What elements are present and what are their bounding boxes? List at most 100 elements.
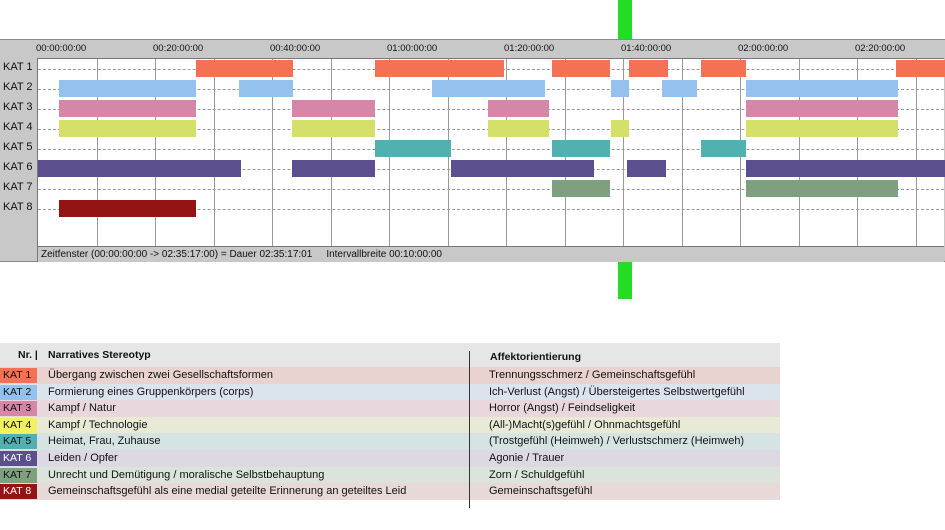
timeline-segment[interactable] — [38, 160, 241, 177]
ruler-tick-label: 00:00:00:00 — [36, 43, 87, 54]
time-gridline — [623, 59, 624, 246]
category-badge: KAT 6 — [0, 451, 37, 466]
row-separator — [38, 149, 944, 150]
time-gridline — [916, 59, 917, 246]
timeline-segment[interactable] — [432, 80, 545, 97]
affect-text: Agonie / Trauer — [489, 452, 565, 464]
playhead-marker-top[interactable] — [618, 0, 632, 39]
timeline-segment[interactable] — [375, 140, 451, 157]
timeline-segment[interactable] — [59, 80, 196, 97]
timeline-segment[interactable] — [662, 80, 697, 97]
stereotype-text: Formierung eines Gruppenkörpers (corps) — [48, 385, 254, 398]
timeline-segment[interactable] — [59, 120, 196, 137]
track-label: KAT 2 — [3, 81, 33, 93]
time-gridline — [155, 59, 156, 246]
legend-row: KAT 1 Übergang zwischen zwei Gesellschaft… — [0, 367, 780, 384]
time-gridline — [97, 59, 98, 246]
legend-row: KAT 2 Formierung eines Gruppenkörpers (co… — [0, 383, 780, 401]
legend-row: KAT 8 Gemeinschaftsgefühl als eine medial… — [0, 483, 780, 501]
legend-row: KAT 7 Unrecht und Demütigung / moralische… — [0, 466, 780, 484]
ruler-tick-label: 01:00:00:00 — [387, 43, 438, 54]
affect-text: (All-)Macht(s)gefühl / Ohnmachtsgefühl — [489, 418, 681, 431]
header-affect: Affektorientierung — [490, 351, 582, 363]
timeline-segment[interactable] — [552, 140, 610, 157]
category-badge: KAT 5 — [0, 434, 37, 450]
track-label: KAT 3 — [3, 101, 33, 113]
ruler-tick-label: 00:40:00:00 — [270, 43, 321, 54]
affect-text: (Trostgefühl (Heimweh) / Verlustschmerz … — [489, 435, 745, 448]
time-gridline — [857, 59, 858, 246]
interval-width-text: Intervallbreite 00:10:00:00 — [326, 249, 442, 260]
timeline-segment[interactable] — [746, 160, 945, 177]
timeline-segment[interactable] — [701, 140, 746, 157]
time-gridline — [331, 59, 332, 246]
stereotype-text: Leiden / Opfer — [48, 452, 118, 464]
category-badge: KAT 2 — [0, 384, 37, 400]
timeline-segment[interactable] — [292, 120, 375, 137]
timeline-segment[interactable] — [746, 180, 898, 197]
timeline-segment[interactable] — [611, 80, 629, 97]
timeline-segment[interactable] — [59, 200, 196, 217]
timeline-segment[interactable] — [552, 180, 610, 197]
stereotype-text: Kampf / Natur — [48, 402, 116, 415]
affect-text: Ich-Verlust (Angst) / Übersteigertes Sel… — [489, 385, 745, 398]
time-gridline — [214, 59, 215, 246]
stereotype-text: Kampf / Technologie — [48, 418, 148, 431]
timeline-segment[interactable] — [488, 100, 549, 117]
time-ruler[interactable]: 00:00:00:00 00:20:00:00 00:40:00:00 01:00:0… — [36, 40, 944, 58]
stereotype-text: Gemeinschaftsgefühl als eine medial gete… — [48, 485, 407, 498]
timeline-segment[interactable] — [746, 100, 898, 117]
timeline-segment[interactable] — [292, 160, 375, 177]
timeline-segment[interactable] — [59, 100, 196, 117]
time-window-text: Zeitfenster (00:00:00:00 -> 02:35:17:00)… — [41, 249, 313, 260]
timeline-plot[interactable] — [37, 58, 945, 246]
track-label: KAT 6 — [3, 161, 33, 173]
track-label: KAT 7 — [3, 181, 33, 193]
timeline-segment[interactable] — [746, 80, 898, 97]
legend-row: KAT 5 Heimat, Frau, Zuhause (Trostgefühl (… — [0, 433, 780, 451]
category-badge: KAT 3 — [0, 401, 37, 417]
timeline-segment[interactable] — [701, 60, 746, 77]
playhead-marker-bottom[interactable] — [618, 262, 632, 299]
timeline-segment[interactable] — [611, 120, 629, 137]
track-label: KAT 5 — [3, 141, 33, 153]
legend-row: KAT 4 Kampf / Technologie (All-)Macht(s)ge… — [0, 416, 780, 434]
legend-header: Nr. | Narratives Stereotyp Affektorienti… — [0, 343, 780, 367]
affect-text: Trennungsschmerz / Gemeinschaftsgefühl — [489, 369, 696, 381]
timeline-panel: 00:00:00:00 00:20:00:00 00:40:00:00 01:00:0… — [0, 39, 945, 262]
category-badge: KAT 4 — [0, 417, 37, 433]
timeline-segment[interactable] — [292, 100, 375, 117]
stereotype-text: Übergang zwischen zwei Gesellschaftsform… — [48, 369, 273, 381]
affect-text: Horror (Angst) / Feindseligkeit — [489, 402, 636, 415]
category-legend-table: Nr. | Narratives Stereotyp Affektorienti… — [0, 343, 780, 508]
timeline-segment[interactable] — [239, 80, 293, 97]
header-stereotype: Narratives Stereotyp — [48, 349, 151, 361]
timeline-segment[interactable] — [375, 60, 504, 77]
legend-row: KAT 6 Leiden / Opfer Agonie / Trauer — [0, 450, 780, 467]
timeline-segment[interactable] — [196, 60, 293, 77]
time-gridline — [799, 59, 800, 246]
timeline-segment[interactable] — [488, 120, 549, 137]
category-badge: KAT 1 — [0, 368, 37, 383]
track-label: KAT 1 — [3, 61, 33, 73]
ruler-tick-label: 01:20:00:00 — [504, 43, 555, 54]
timeline-segment[interactable] — [552, 60, 610, 77]
timeline-segment[interactable] — [896, 60, 945, 77]
ruler-tick-label: 01:40:00:00 — [621, 43, 672, 54]
column-divider — [469, 351, 470, 508]
stereotype-text: Heimat, Frau, Zuhause — [48, 435, 161, 448]
track-label: KAT 4 — [3, 121, 33, 133]
affect-text: Zorn / Schuldgefühl — [489, 468, 585, 481]
category-badge: KAT 8 — [0, 484, 37, 500]
status-bar: Zeitfenster (00:00:00:00 -> 02:35:17:00)… — [37, 246, 944, 262]
timeline-segment[interactable] — [451, 160, 594, 177]
time-gridline — [682, 59, 683, 246]
timeline-segment[interactable] — [629, 60, 668, 77]
timeline-segment[interactable] — [746, 120, 898, 137]
timeline-segment[interactable] — [627, 160, 666, 177]
header-nr: Nr. | — [18, 349, 38, 361]
row-separator — [38, 189, 944, 190]
row-separator — [38, 209, 944, 210]
affect-text: Gemeinschaftsgefühl — [489, 485, 593, 498]
stereotype-text: Unrecht und Demütigung / moralische Selb… — [48, 468, 325, 481]
